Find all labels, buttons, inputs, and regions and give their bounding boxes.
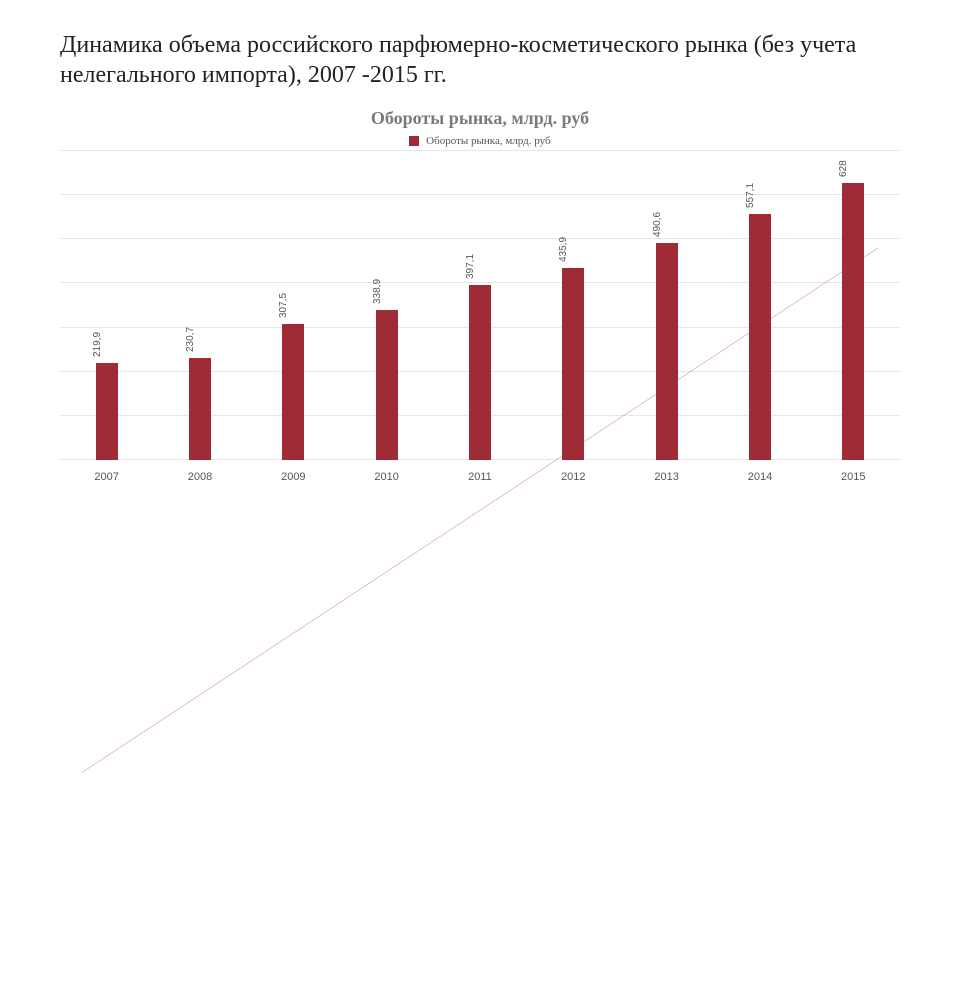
xaxis-label: 2011 — [433, 471, 526, 483]
bar: 490,6 — [656, 243, 678, 460]
bar-value-label: 557,1 — [745, 183, 756, 208]
bar-value-label: 490,6 — [652, 212, 663, 237]
legend-label: Обороты рынка, млрд. руб — [426, 135, 550, 147]
bar: 230,7 — [189, 358, 211, 460]
xaxis-label: 2009 — [247, 471, 340, 483]
bar-value-label: 435,9 — [558, 237, 569, 262]
bar-column: 397,1 — [433, 151, 526, 460]
bar: 397,1 — [469, 285, 491, 460]
bar-column: 557,1 — [713, 151, 806, 460]
bar-value-label: 397,1 — [465, 254, 476, 279]
bar-column: 230,7 — [153, 151, 246, 460]
bar-column: 219,9 — [60, 151, 153, 460]
chart-legend: Обороты рынка, млрд. руб — [60, 135, 900, 147]
bar-value-label: 628 — [838, 160, 849, 177]
bar: 338,9 — [376, 310, 398, 460]
xaxis-label: 2014 — [713, 471, 806, 483]
chart-plot: 219,9 230,7 307,5 338,9 397,1 435,9 490,6 557,1… — [60, 151, 900, 461]
xaxis-label: 2008 — [153, 471, 246, 483]
bar-column: 307,5 — [247, 151, 340, 460]
bar: 557,1 — [749, 214, 771, 460]
slide: Динамика объема российского парфюмерно-к… — [0, 0, 960, 540]
legend-swatch — [409, 136, 419, 146]
chart-container: Обороты рынка, млрд. руб Обороты рынка, … — [60, 108, 900, 508]
xaxis-label: 2010 — [340, 471, 433, 483]
bar-column: 338,9 — [340, 151, 433, 460]
bar-value-label: 230,7 — [185, 327, 196, 352]
xaxis-label: 2012 — [527, 471, 620, 483]
bar-value-label: 338,9 — [372, 279, 383, 304]
bar-value-label: 219,9 — [92, 332, 103, 357]
bar-value-label: 307,5 — [278, 293, 289, 318]
chart-bars: 219,9 230,7 307,5 338,9 397,1 435,9 490,6 557,1… — [60, 151, 900, 460]
bar-column: 628 — [807, 151, 900, 460]
bar: 628 — [842, 183, 864, 460]
bar: 219,9 — [96, 363, 118, 460]
chart-title: Обороты рынка, млрд. руб — [60, 108, 900, 129]
xaxis-label: 2015 — [807, 471, 900, 483]
bar: 435,9 — [562, 268, 584, 460]
chart-xaxis: 200720082009201020112012201320142015 — [60, 471, 900, 483]
xaxis-label: 2013 — [620, 471, 713, 483]
page-title: Динамика объема российского парфюмерно-к… — [60, 30, 900, 90]
bar-column: 490,6 — [620, 151, 713, 460]
bar: 307,5 — [282, 324, 304, 460]
xaxis-label: 2007 — [60, 471, 153, 483]
bar-column: 435,9 — [527, 151, 620, 460]
